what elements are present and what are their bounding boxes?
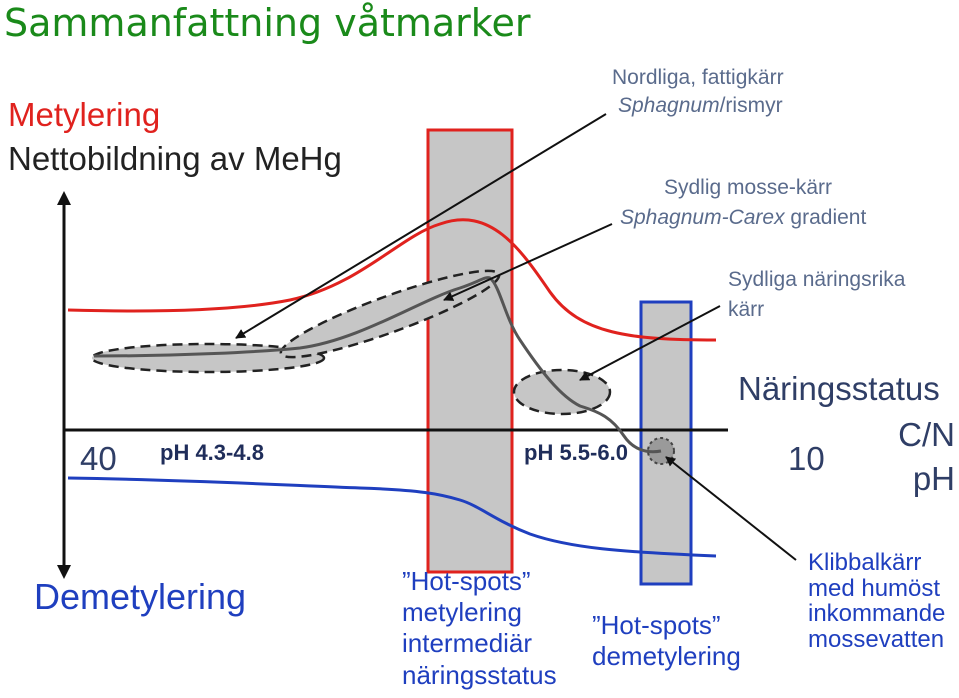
callout-sydlig-line1: Sydlig mosse-kärr — [664, 176, 833, 199]
demethylation-label: Demetylering — [34, 576, 247, 617]
callout-klibbal-line2: med humöst — [808, 574, 941, 602]
hotspot-demet-line2: demetylering — [592, 641, 741, 672]
x-axis-unit-cn: C/N — [898, 416, 955, 453]
hotspot-demet-line1: ”Hot-spots” — [592, 610, 721, 640]
methylation-label: Metylering — [8, 96, 161, 133]
x-axis-left-value: 40 — [80, 440, 117, 477]
x-axis-label: Näringsstatus — [738, 370, 940, 407]
callout-nordliga-italic: Sphagnum — [618, 94, 720, 117]
callout-klibbal-line3: inkommande — [808, 600, 946, 628]
hotspot-met-line1: ”Hot-spots” — [402, 566, 531, 596]
callout-sydlig-line2: Sphagnum-Carex gradient — [620, 206, 866, 230]
arrow-sydlig-gradient — [443, 223, 613, 301]
hotspot-methylation-text: ”Hot-spots” metylering intermediär närin… — [402, 566, 557, 691]
red-methylation-curve — [67, 218, 717, 342]
callout-nordliga-rest: /rismyr — [719, 94, 783, 117]
callout-klibbal-line1: Klibbalkärr — [808, 549, 922, 576]
x-axis-right-value: 10 — [788, 440, 825, 477]
x-axis-unit-ph: pH — [912, 460, 955, 497]
page-title: Sammanfattning våtmarker — [4, 1, 531, 45]
hotspot-methylation-band — [426, 128, 514, 574]
arrow-naringsrika — [579, 305, 721, 381]
hotspot-demethylation-text: ”Hot-spots” demetylering — [592, 610, 741, 672]
callout-naringsrika-line2: kärr — [728, 298, 765, 321]
gray-nettobildning-curve — [93, 276, 662, 454]
callout-naringsrika-line1: Sydliga näringsrika — [728, 268, 906, 291]
ph-range-mid: pH 5.5-6.0 — [524, 440, 628, 465]
net-formation-label: Nettobildning av MeHg — [8, 140, 342, 177]
ph-range-low: pH 4.3-4.8 — [160, 440, 264, 465]
callout-klibbal-line4: mossevatten — [808, 626, 945, 654]
hotspot-met-line2: metylering — [402, 597, 522, 628]
callout-sydlig-italic: Sphagnum-Carex — [620, 206, 785, 229]
hotspot-met-line4: näringsstatus — [402, 659, 557, 690]
arrow-nordliga — [235, 113, 607, 339]
callout-nordliga-line2: Sphagnum/rismyr — [618, 94, 783, 118]
blue-demethylation-curve — [67, 476, 717, 558]
callout-nordliga-line1: Nordliga, fattigkärr — [612, 66, 784, 89]
callout-sydlig-rest: gradient — [784, 206, 867, 229]
arrow-klibbal — [665, 456, 797, 561]
callout-klibbal-text: Klibbalkärr med humöst inkommande mossev… — [808, 550, 945, 653]
hotspot-met-line3: intermediär — [402, 628, 533, 659]
